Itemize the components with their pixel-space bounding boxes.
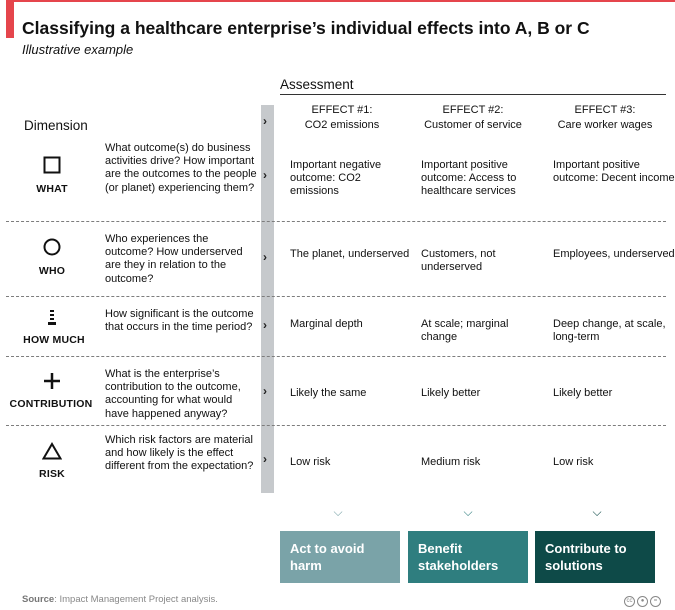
row-separator [6,296,666,297]
chevron-right-icon: › [263,114,267,128]
assessment-rule [280,94,666,95]
chevron-down-icon: ⌵ [333,505,343,519]
bar-stack-icon [4,310,100,331]
chevron-right-icon: › [263,250,267,264]
row-separator [6,221,666,222]
effect-header-2: EFFECT #2: Customer of service [409,103,537,133]
cell-how-much-effect-1: Marginal depth [290,318,363,330]
dimension-contribution: CONTRIBUTION [9,398,93,410]
cell-contribution-effect-2: Likely better [421,387,481,399]
chevron-right-icon: › [263,318,267,332]
dimension-what: WHAT [36,183,68,195]
cell-who-effect-3: Employees, underserved [553,248,675,260]
row-separator [6,356,666,357]
page-title: Classifying a healthcare enterprise’s in… [22,18,590,38]
cell-how-much-effect-3: Deep change, at scale, long-term [553,318,666,344]
outcome-act-to-avoid-harm: Act to avoid harm [280,531,400,583]
circle-icon [4,238,100,261]
effect-header-1: EFFECT #1: CO2 emissions [278,103,406,133]
triangle-icon [4,442,100,465]
effect-number: EFFECT #3: [574,104,636,116]
source-note: Source: Impact Management Project analys… [22,594,218,605]
effect-name: Care worker wages [557,119,653,131]
chevron-down-icon: ⌵ [463,505,473,519]
effect-name: CO2 emissions [304,119,380,131]
effect-name: Customer of service [424,119,522,131]
nd-icon: = [650,596,661,607]
chevron-down-icon: ⌵ [592,505,602,519]
effect-number: EFFECT #2: [442,104,504,116]
question-how-much: How significant is the outcome that occu… [105,308,254,334]
dimension-how-much: HOW MUCH [23,334,85,346]
cell-what-effect-1: Important negative outcome: CO2 emission… [290,159,382,198]
row-separator [6,425,666,426]
effect-number: EFFECT #1: [311,104,373,116]
by-icon: ● [637,596,648,607]
source-prefix: Source [22,594,55,605]
cell-contribution-effect-1: Likely the same [290,387,367,399]
chevron-right-icon: › [263,452,267,466]
square-icon [4,156,100,179]
cell-what-effect-3: Important positive outcome: Decent incom… [553,159,675,185]
cell-how-much-effect-2: At scale; marginal change [421,318,509,344]
outcome-benefit-stakeholders: Benefit stakeholders [408,531,528,583]
dimension-risk: RISK [39,468,65,480]
plus-icon [4,372,100,395]
question-what: What outcome(s) do business activities d… [105,142,257,194]
cell-risk-effect-1: Low risk [290,456,331,468]
cell-what-effect-2: Important positive outcome: Access to he… [421,159,517,198]
chevron-right-icon: › [263,384,267,398]
top-rule [14,0,675,2]
effect-header-3: EFFECT #3: Care worker wages [541,103,669,133]
dimension-who: WHO [38,265,66,277]
question-who: Who experiences the outcome? How underse… [105,233,243,285]
question-risk: Which risk factors are material and how … [105,434,254,473]
chevron-right-icon: › [263,168,267,182]
cell-who-effect-1: The planet, underserved [290,248,410,260]
cc-icon: cc [624,596,635,607]
assessment-label: Assessment [280,77,354,92]
license-icons: cc ● = [624,596,661,607]
accent-bar [6,0,14,38]
cell-who-effect-2: Customers, not underserved [421,248,496,274]
page-subtitle: Illustrative example [22,42,134,57]
cell-risk-effect-3: Low risk [553,456,594,468]
question-contribution: What is the enterprise’s contribution to… [105,368,241,420]
outcome-contribute-to-solutions: Contribute to solutions [535,531,655,583]
cell-contribution-effect-3: Likely better [553,387,613,399]
dimension-label: Dimension [24,118,88,133]
source-text: : Impact Management Project analysis. [54,594,218,605]
separator-column [261,105,274,493]
cell-risk-effect-2: Medium risk [421,456,481,468]
